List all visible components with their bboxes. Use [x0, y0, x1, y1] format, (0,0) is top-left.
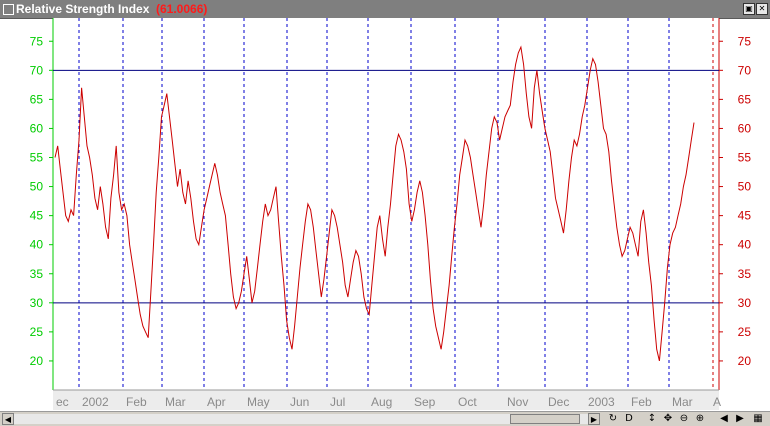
- zoom-in-icon[interactable]: ⊕: [695, 413, 705, 424]
- x-tick-label: Feb: [631, 395, 652, 409]
- left-tick-label: 65: [30, 92, 44, 106]
- left-tick-label: 30: [30, 296, 44, 310]
- right-tick-label: 70: [738, 63, 752, 77]
- window-titlebar: Relative Strength Index (61.0066) ▣ ✕: [0, 0, 770, 19]
- x-tick-label: ec: [56, 395, 69, 409]
- left-tick-label: 20: [30, 354, 44, 368]
- horizontal-scrollbar[interactable]: [14, 414, 594, 424]
- window-menu-icon[interactable]: [3, 4, 14, 15]
- x-tick-label: Jun: [290, 395, 309, 409]
- rsi-chart: 20 25 30 35 40 45 50 55 60 65 70 75 20 25 30 35 40 45 50 5…: [30, 18, 752, 410]
- x-tick-label: Mar: [672, 395, 693, 409]
- left-tick-label: 50: [30, 180, 44, 194]
- right-tick-label: 60: [738, 121, 752, 135]
- left-tick-label: 70: [30, 63, 44, 77]
- left-tick-label: 35: [30, 267, 44, 281]
- right-tick-label: 30: [738, 296, 752, 310]
- x-tick-label: Nov: [507, 395, 528, 409]
- right-tick-label: 40: [738, 238, 752, 252]
- left-tick-label: 25: [30, 325, 44, 339]
- x-tick-label: Oct: [458, 395, 477, 409]
- x-tick-label: Jul: [330, 395, 345, 409]
- left-tick-label: 45: [30, 209, 44, 223]
- x-axis-band: [53, 390, 719, 410]
- right-tick-label: 65: [738, 92, 752, 106]
- refresh-icon[interactable]: ↻: [608, 413, 618, 424]
- bottom-toolbar: ◀ ▶ ↻ D ↕ ✥ ⊖ ⊕ ◀ ▶ ▦: [0, 411, 770, 426]
- x-tick-label: Dec: [548, 395, 569, 409]
- zoom-out-icon[interactable]: ⊖: [679, 413, 689, 424]
- x-tick-label: Apr: [207, 395, 226, 409]
- indicator-value: (61.0066): [156, 2, 208, 16]
- move-vertical-icon[interactable]: ↕: [647, 413, 657, 424]
- grid-icon[interactable]: ▦: [753, 413, 763, 424]
- x-tick-label: Sep: [414, 395, 436, 409]
- scrollbar-thumb[interactable]: [510, 414, 580, 424]
- left-tick-label: 75: [30, 34, 44, 48]
- x-tick-label: A: [713, 395, 721, 409]
- d-icon[interactable]: D: [625, 413, 633, 424]
- right-tick-label: 55: [738, 151, 752, 165]
- plot-area: [53, 18, 719, 390]
- right-tick-label: 25: [738, 325, 752, 339]
- right-tick-label: 50: [738, 180, 752, 194]
- scroll-left-button[interactable]: ◀: [2, 413, 14, 425]
- right-tick-label: 20: [738, 354, 752, 368]
- scroll-left-icon[interactable]: ◀: [720, 413, 728, 424]
- left-tick-label: 40: [30, 238, 44, 252]
- restore-icon[interactable]: ▣: [743, 3, 755, 15]
- left-tick-label: 60: [30, 121, 44, 135]
- x-tick-label: 2003: [588, 395, 615, 409]
- x-tick-label: Aug: [371, 395, 392, 409]
- right-tick-label: 75: [738, 34, 752, 48]
- move-icon[interactable]: ✥: [663, 413, 673, 424]
- x-tick-label: Feb: [126, 395, 147, 409]
- scroll-right-button[interactable]: ▶: [588, 413, 600, 425]
- window-title: Relative Strength Index: [16, 2, 150, 16]
- x-tick-label: 2002: [82, 395, 109, 409]
- scroll-right-icon[interactable]: ▶: [736, 413, 744, 424]
- right-tick-label: 45: [738, 209, 752, 223]
- left-tick-label: 55: [30, 151, 44, 165]
- rsi-series-line: [54, 45, 695, 362]
- right-tick-label: 35: [738, 267, 752, 281]
- close-icon[interactable]: ✕: [756, 3, 768, 15]
- x-tick-label: May: [247, 395, 270, 409]
- x-tick-label: Mar: [165, 395, 186, 409]
